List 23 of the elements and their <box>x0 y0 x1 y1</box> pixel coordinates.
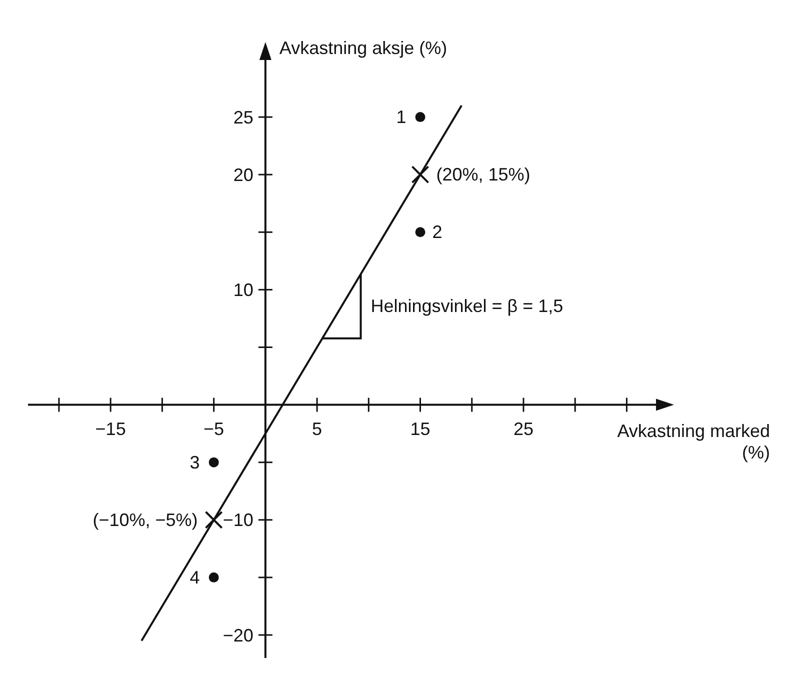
y-tick-label: −10 <box>222 510 254 530</box>
annotation: (20%, 15%) <box>436 164 530 185</box>
x-tick-label: −5 <box>204 418 224 439</box>
y-axis-title: Avkastning aksje (%) <box>279 38 448 58</box>
point <box>415 112 426 122</box>
y-tick-label: 10 <box>233 280 254 300</box>
point <box>208 457 219 468</box>
x-axis-title: Avkastning marked (%) <box>617 420 770 462</box>
annotation: 3 <box>190 452 200 472</box>
annotation: Helningsvinkel = β = 1,5 <box>370 296 564 316</box>
x-tick-label: 5 <box>312 418 322 439</box>
x-tick-label: −15 <box>95 418 126 439</box>
annotation: (−10%, −5%) <box>92 510 198 530</box>
y-tick-label: 20 <box>233 164 254 185</box>
x-tick-label: 15 <box>410 418 430 439</box>
annotation: 2 <box>432 222 442 242</box>
x-tick-label: 25 <box>513 418 534 439</box>
y-tick-label: 25 <box>233 107 254 128</box>
point <box>208 572 219 582</box>
annotation: 1 <box>396 107 406 128</box>
y-tick-label: −20 <box>222 625 254 646</box>
annotation: 4 <box>190 567 200 588</box>
point <box>415 227 426 238</box>
